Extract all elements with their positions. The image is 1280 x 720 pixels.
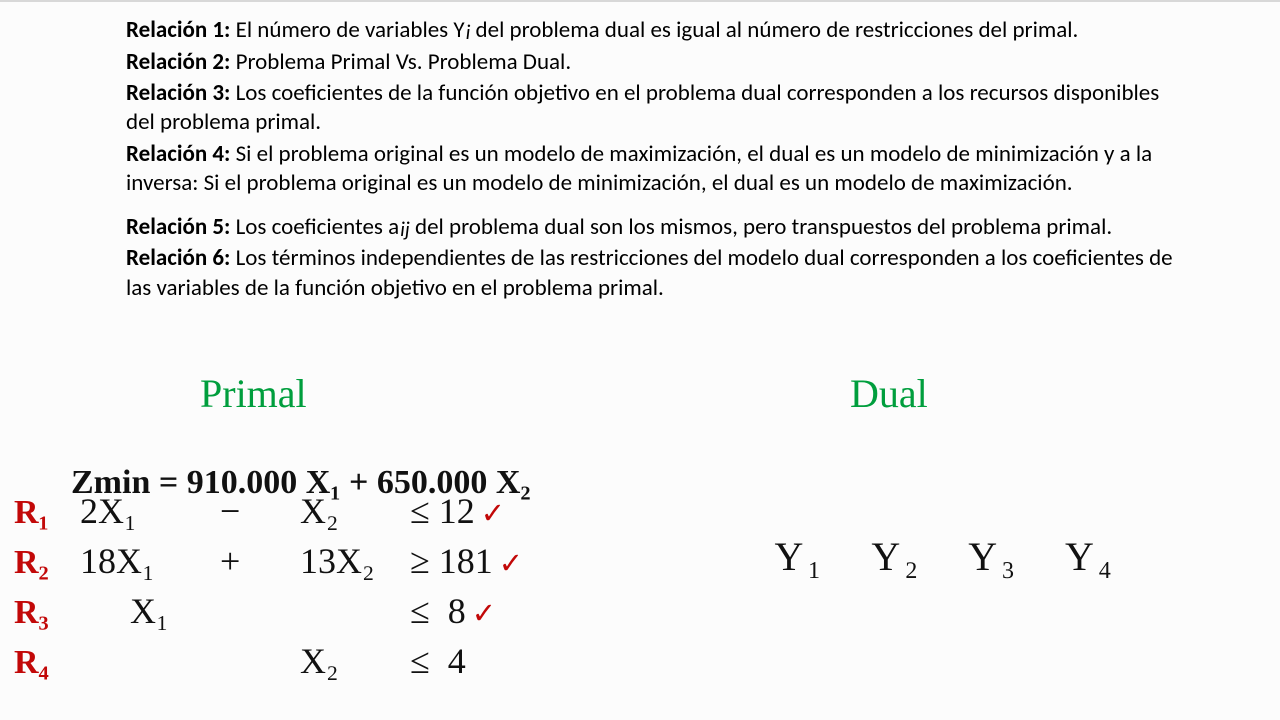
constraint-term: X₂: [300, 490, 339, 532]
constraint-label: R₃: [14, 594, 49, 632]
constraint-term: −: [220, 490, 240, 532]
primal-title: Primal: [200, 370, 307, 417]
constraint-term: X₂: [300, 640, 339, 682]
printed-text-block: Relación 1: El número de variables Yi de…: [0, 2, 1280, 303]
constraint-label: R₄: [14, 644, 49, 682]
constraint-label: R₁: [14, 494, 49, 532]
relation-item: Relación 2: Problema Primal Vs. Problema…: [126, 48, 1180, 77]
relation-item: Relación 3: Los coeficientes de la funci…: [126, 79, 1180, 138]
dual-title: Dual: [850, 370, 928, 417]
constraint-term: X₁: [130, 590, 169, 632]
dual-variables: Y₁Y₂Y₃Y₄: [748, 486, 1116, 580]
constraint-term: 18X₁: [80, 540, 155, 582]
relation-item: Relación 4: Si el problema original es u…: [126, 140, 1180, 199]
constraint-term: 2X₁: [80, 490, 137, 532]
constraint-term: ≤ 4: [410, 640, 466, 682]
relation-item: Relación 6: Los términos independientes …: [126, 244, 1180, 303]
constraint-term: ≤ 12: [410, 490, 505, 532]
constraint-term: ≥ 181: [410, 540, 523, 582]
relation-item: Relación 1: El número de variables Yi de…: [126, 16, 1180, 46]
relation-item: Relación 5: Los coeficientes aij del pro…: [126, 213, 1180, 243]
constraint-label: R₂: [14, 544, 49, 582]
constraint-term: ≤ 8: [410, 590, 496, 632]
constraint-term: +: [220, 540, 240, 582]
constraint-term: 13X₂: [300, 540, 375, 582]
